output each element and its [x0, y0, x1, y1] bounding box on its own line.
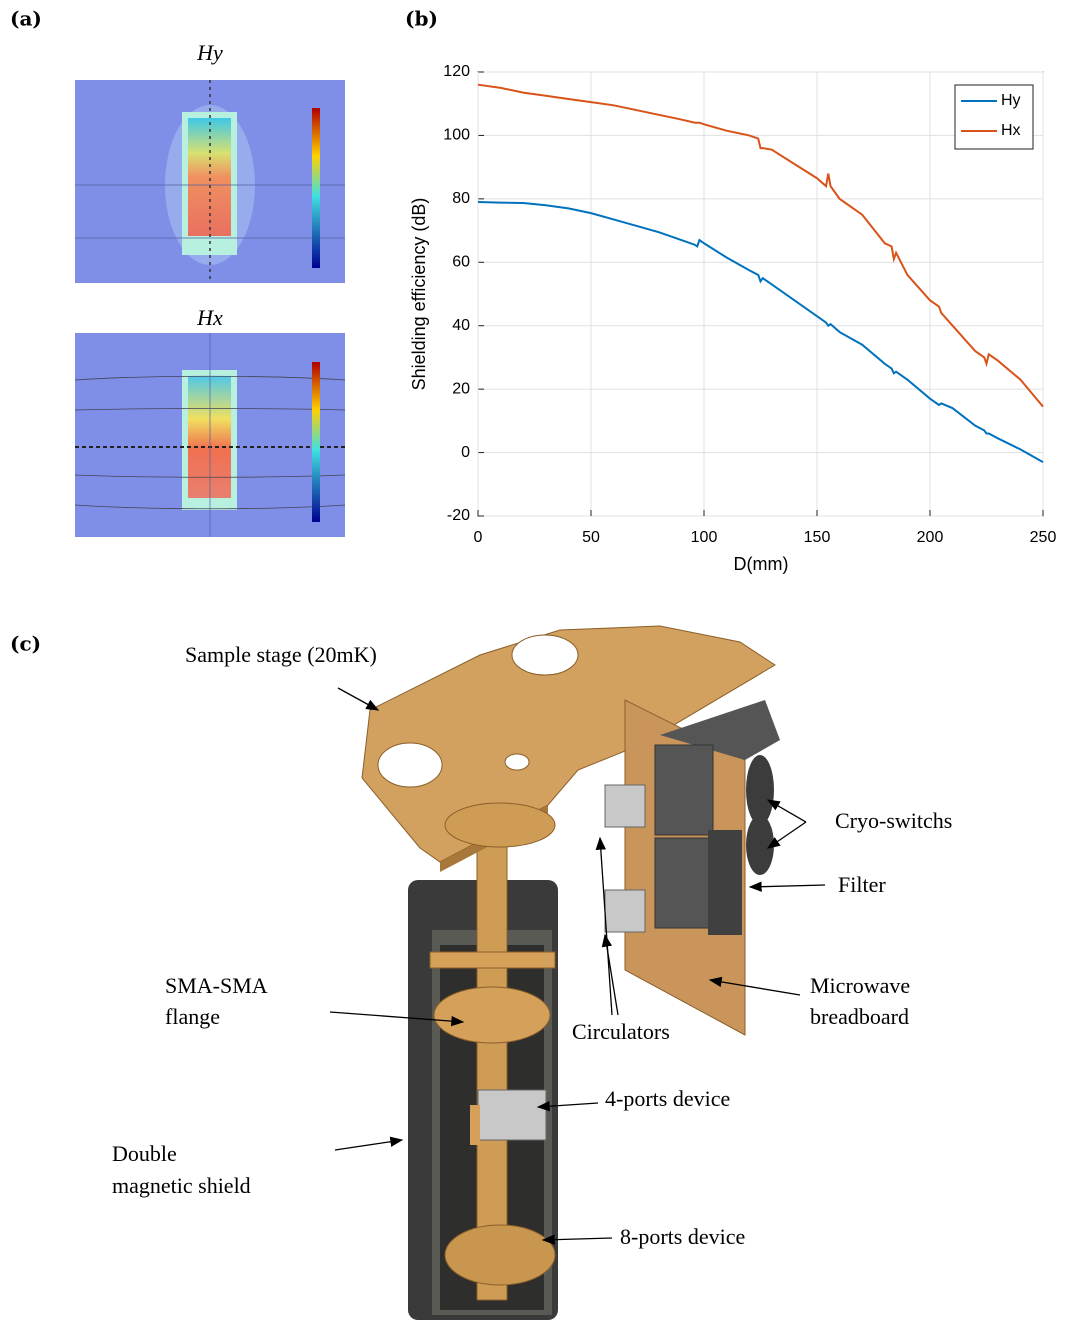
panel-label: (c)	[10, 632, 41, 656]
y-tick-label: 60	[452, 254, 470, 271]
sim-image	[75, 80, 345, 283]
y-tick-label: 40	[452, 317, 470, 334]
y-tick-label: 0	[461, 444, 470, 461]
y-tick-label: -20	[447, 507, 470, 524]
x-tick-label: 50	[582, 529, 600, 546]
y-tick-label: 20	[452, 380, 470, 397]
callout: Microwave	[810, 973, 910, 998]
callout: Filter	[838, 872, 886, 897]
callout: flange	[165, 1004, 220, 1029]
callout: Sample stage (20mK)	[185, 642, 377, 667]
callout: SMA-SMA	[165, 973, 268, 998]
figure: (a) (b) (c) Hy Hx D(mm) Shielding effici…	[0, 0, 1065, 1330]
panel-label: (a)	[10, 7, 42, 31]
x-tick-label: 100	[691, 529, 718, 546]
callout: breadboard	[810, 1004, 909, 1029]
callout: 8-ports device	[620, 1224, 745, 1249]
legend-label: Hy	[1001, 92, 1021, 109]
sim-image	[75, 333, 345, 537]
x-tick-label: 250	[1030, 529, 1057, 546]
callout: Double	[112, 1141, 177, 1166]
y-axis-label: Shielding efficiency (dB)	[409, 198, 429, 391]
legend-label: Hx	[1001, 122, 1021, 139]
x-tick-label: 150	[804, 529, 831, 546]
render	[362, 626, 780, 1320]
callout: Circulators	[572, 1019, 670, 1044]
callout: magnetic shield	[112, 1173, 251, 1198]
sim-title: Hx	[196, 305, 223, 330]
sim-title: Hy	[196, 40, 223, 65]
y-tick-label: 120	[443, 63, 470, 80]
y-tick-label: 100	[443, 127, 470, 144]
callout: 4-ports device	[605, 1086, 730, 1111]
panel-label: (b)	[405, 7, 438, 31]
x-tick-label: 0	[474, 529, 483, 546]
callout: Cryo-switchs	[835, 808, 952, 833]
x-tick-label: 200	[917, 529, 944, 546]
x-axis-label: D(mm)	[734, 554, 789, 574]
legend-box	[955, 85, 1033, 149]
y-tick-label: 80	[452, 190, 470, 207]
